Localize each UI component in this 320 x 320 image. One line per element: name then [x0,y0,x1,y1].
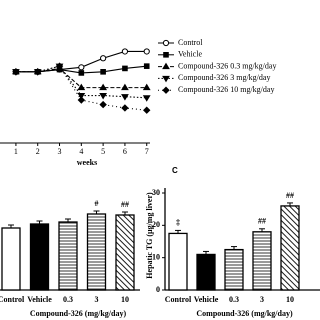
legend-label: Compound-326 10 mg/kg/day [178,85,274,94]
marker [143,63,150,69]
marker [121,94,129,101]
bar [224,248,244,291]
marker [34,68,42,76]
legend-marker [162,75,170,83]
y-tick-label: 0 [156,285,160,294]
legend-marker [162,62,170,70]
x-tick-label: 4 [79,147,83,156]
marker [122,65,128,72]
bar [1,227,21,291]
bar [115,214,135,291]
bar [280,205,300,291]
x-tick-label: 6 [123,147,127,156]
legend-label: Compound-326 0.3 mg/kg/day [178,61,276,70]
x-tick-label: Control [165,295,192,304]
legend-marker [162,86,170,94]
bar [29,223,50,291]
marker [121,48,129,55]
x-tick-label: 0.3 [229,295,239,304]
legend-marker [162,39,170,47]
bar [168,232,188,291]
bar [86,213,107,291]
bar [58,221,78,291]
x-tick-label: Vehicle [27,295,52,304]
bar [196,253,216,291]
annotation: ## [258,217,266,226]
y-tick-label: 10 [152,252,160,261]
marker [142,83,151,91]
marker [143,106,151,114]
marker [100,69,106,75]
x-tick-label: 3 [58,147,62,156]
x-tick-label: 1 [14,147,18,156]
marker [121,83,129,91]
marker [77,83,86,91]
legend-label: Control [178,38,203,47]
marker [99,83,108,91]
x-tick-label: 3 [260,295,264,304]
x-axis-label: Compound-326 (mg/kg/day) [196,309,293,318]
x-axis-label: Compound-326 (mg/kg/day) [30,309,127,318]
x-tick-label: 5 [101,147,105,156]
panel-label: C [172,166,178,175]
y-tick-label: 20 [152,220,160,229]
x-tick-label: 3 [95,295,99,304]
marker [77,96,86,104]
x-tick-label: Control [0,295,25,304]
y-axis-label: Hepatic TG (μg/mg liver) [145,192,154,279]
y-tick-label: 30 [152,188,160,197]
marker [121,104,129,112]
x-tick-label: 0.3 [63,295,73,304]
annotation: # [95,199,99,208]
marker [99,93,108,100]
legend-label: Compound-326 3 mg/kg/day [178,73,270,82]
marker [12,68,20,76]
annotation: ‡ [176,218,180,227]
marker [142,95,151,102]
x-tick-label: Vehicle [194,295,219,304]
x-tick-label: 10 [121,295,129,304]
marker [99,100,107,109]
x-tick-label: 7 [145,147,149,156]
bar [252,231,272,291]
marker [55,62,64,70]
annotation: ## [286,191,294,200]
x-tick-label: 2 [36,147,40,156]
marker [77,93,86,100]
legend-marker [163,52,169,58]
marker [143,48,150,55]
marker [100,55,107,62]
x-tick-label: 10 [286,295,294,304]
x-axis-label: weeks [77,158,97,167]
marker [78,64,85,71]
legend-label: Vehicle [178,50,202,59]
marker [78,70,85,76]
annotation: ## [121,200,129,209]
